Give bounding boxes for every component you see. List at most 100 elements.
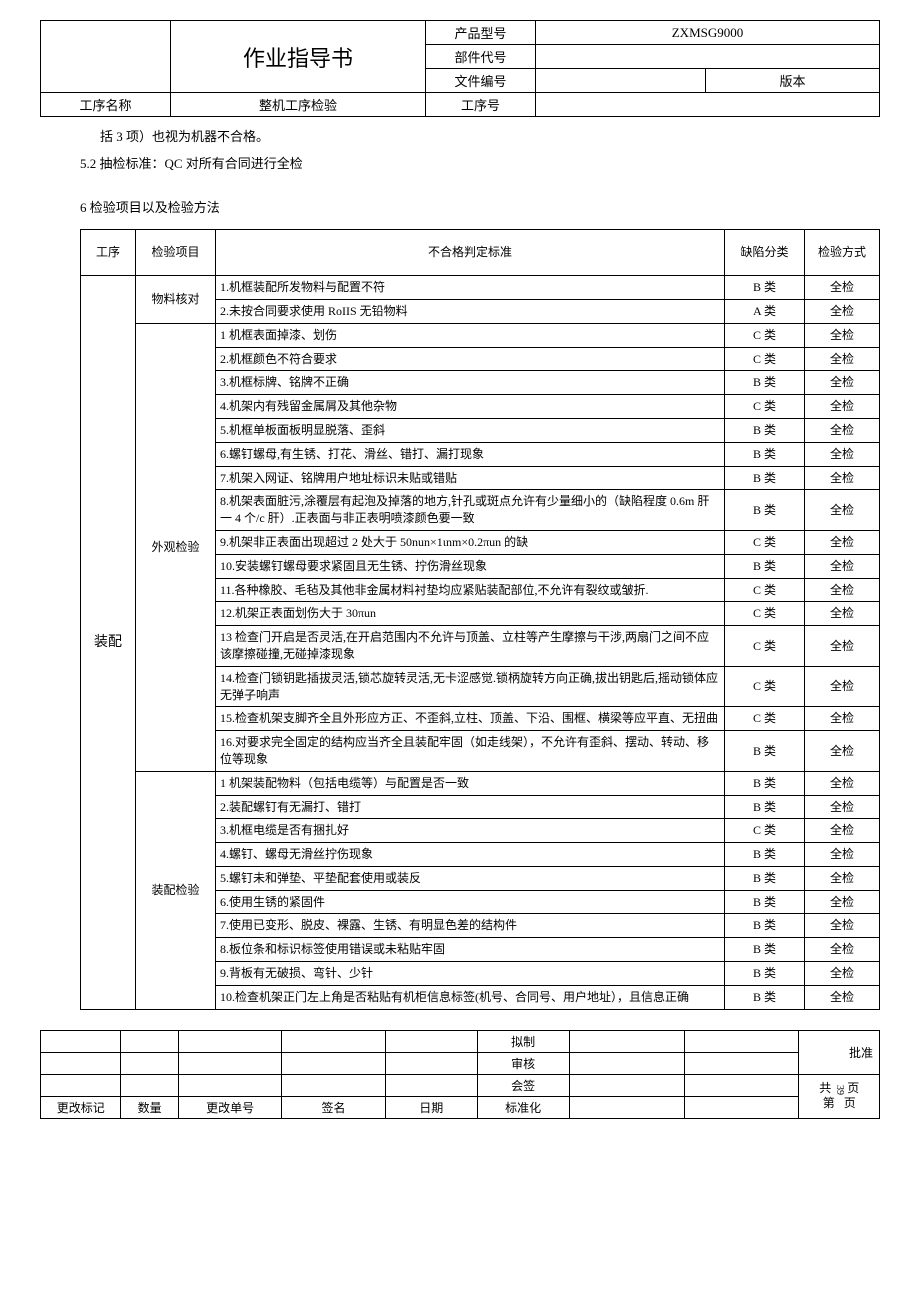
- method-cell: 全检: [805, 890, 880, 914]
- process-name-value: 整机工序检验: [171, 93, 426, 117]
- criteria-cell: 12.机架正表面划伤大于 30πun: [216, 602, 725, 626]
- defect-cell: B 类: [725, 962, 805, 986]
- body-line-2: 5.2 抽检标准：QC 对所有合同进行全检: [80, 152, 880, 175]
- criteria-cell: 1 机框表面掉漆、划伤: [216, 323, 725, 347]
- part-code-label: 部件代号: [426, 45, 536, 69]
- defect-cell: B 类: [725, 466, 805, 490]
- defect-cell: C 类: [725, 530, 805, 554]
- draft-label: 拟制: [477, 1030, 569, 1052]
- page-info: 共 39 页 第 页: [799, 1074, 880, 1118]
- criteria-cell: 3.机框电缆是否有捆扎好: [216, 819, 725, 843]
- method-cell: 全检: [805, 347, 880, 371]
- criteria-cell: 2.装配螺钉有无漏打、错打: [216, 795, 725, 819]
- section-6-heading: 6 检验项目以及检验方法: [80, 196, 880, 219]
- defect-cell: B 类: [725, 731, 805, 772]
- defect-cell: C 类: [725, 395, 805, 419]
- criteria-cell: 7.使用已变形、脱皮、裸露、生锈、有明显色差的结构件: [216, 914, 725, 938]
- item-cell: 外观检验: [136, 323, 216, 771]
- method-cell: 全检: [805, 962, 880, 986]
- defect-cell: B 类: [725, 985, 805, 1009]
- signature-label: 签名: [282, 1096, 385, 1118]
- product-model-label: 产品型号: [426, 21, 536, 45]
- product-model-value: ZXMSG9000: [536, 21, 880, 45]
- method-cell: 全检: [805, 666, 880, 707]
- criteria-cell: 16.对要求完全固定的结构应当齐全且装配牢固（如走线架），不允许有歪斜、摆动、转…: [216, 731, 725, 772]
- criteria-cell: 8.板位条和标识标签使用错误或未粘贴牢固: [216, 938, 725, 962]
- method-cell: 全检: [805, 554, 880, 578]
- body-line-1: 括 3 项）也视为机器不合格。: [100, 125, 880, 148]
- method-cell: 全检: [805, 731, 880, 772]
- cosign-label: 会签: [477, 1074, 569, 1096]
- method-cell: 全检: [805, 395, 880, 419]
- defect-cell: B 类: [725, 276, 805, 300]
- method-cell: 全检: [805, 323, 880, 347]
- standardize-label: 标准化: [477, 1096, 569, 1118]
- method-cell: 全检: [805, 418, 880, 442]
- th-process: 工序: [81, 230, 136, 276]
- footer-table: 拟制 批准 审核 会签 共 39 页 第 页 更改标记 数量 更改单号 签名 日…: [40, 1030, 880, 1119]
- process-name-label: 工序名称: [41, 93, 171, 117]
- method-cell: 全检: [805, 843, 880, 867]
- method-cell: 全检: [805, 985, 880, 1009]
- item-cell: 装配检验: [136, 771, 216, 1009]
- defect-cell: B 类: [725, 866, 805, 890]
- defect-cell: B 类: [725, 371, 805, 395]
- defect-cell: C 类: [725, 578, 805, 602]
- criteria-cell: 6.螺钉螺母,有生锈、打花、滑丝、错打、漏打现象: [216, 442, 725, 466]
- defect-cell: B 类: [725, 554, 805, 578]
- criteria-cell: 1.机框装配所发物料与配置不符: [216, 276, 725, 300]
- criteria-cell: 13 检查门开启是否灵活,在开启范围内不允许与顶盖、立柱等产生摩擦与干涉,两扇门…: [216, 626, 725, 667]
- method-cell: 全检: [805, 938, 880, 962]
- defect-cell: C 类: [725, 626, 805, 667]
- th-method: 检验方式: [805, 230, 880, 276]
- method-cell: 全检: [805, 442, 880, 466]
- method-cell: 全检: [805, 530, 880, 554]
- criteria-cell: 3.机框标牌、铭牌不正确: [216, 371, 725, 395]
- criteria-cell: 7.机架入网证、铭牌用户地址标识未贴或错贴: [216, 466, 725, 490]
- defect-cell: C 类: [725, 602, 805, 626]
- defect-cell: B 类: [725, 490, 805, 531]
- criteria-cell: 11.各种橡胶、毛毡及其他非金属材料衬垫均应紧贴装配部位,不允许有裂纹或皱折.: [216, 578, 725, 602]
- table-row: 外观检验1 机框表面掉漆、划伤C 类全检: [81, 323, 880, 347]
- method-cell: 全检: [805, 866, 880, 890]
- th-defect: 缺陷分类: [725, 230, 805, 276]
- method-cell: 全检: [805, 602, 880, 626]
- method-cell: 全检: [805, 371, 880, 395]
- defect-cell: B 类: [725, 938, 805, 962]
- header-table: 作业指导书 产品型号 ZXMSG9000 部件代号 文件编号 版本 工序名称 整…: [40, 20, 880, 117]
- th-item: 检验项目: [136, 230, 216, 276]
- defect-cell: B 类: [725, 890, 805, 914]
- method-cell: 全检: [805, 795, 880, 819]
- defect-cell: A 类: [725, 299, 805, 323]
- quantity-label: 数量: [121, 1096, 178, 1118]
- doc-number-value: [536, 69, 706, 93]
- version-label: 版本: [706, 69, 880, 93]
- method-cell: 全检: [805, 276, 880, 300]
- method-cell: 全检: [805, 626, 880, 667]
- defect-cell: C 类: [725, 323, 805, 347]
- change-mark-label: 更改标记: [41, 1096, 121, 1118]
- criteria-cell: 2.机框颜色不符合要求: [216, 347, 725, 371]
- change-number-label: 更改单号: [178, 1096, 281, 1118]
- defect-cell: B 类: [725, 418, 805, 442]
- doc-title: 作业指导书: [171, 21, 426, 93]
- th-criteria: 不合格判定标准: [216, 230, 725, 276]
- process-number-label: 工序号: [426, 93, 536, 117]
- defect-cell: B 类: [725, 442, 805, 466]
- criteria-cell: 10.安装螺钉螺母要求紧固且无生锈、拧伤滑丝现象: [216, 554, 725, 578]
- defect-cell: B 类: [725, 795, 805, 819]
- criteria-cell: 9.背板有无破损、弯针、少针: [216, 962, 725, 986]
- date-label: 日期: [385, 1096, 477, 1118]
- criteria-cell: 5.螺钉未和弹垫、平垫配套使用或装反: [216, 866, 725, 890]
- method-cell: 全检: [805, 819, 880, 843]
- criteria-cell: 8.机架表面脏污,涂覆层有起泡及掉落的地方,针孔或斑点允许有少量细小的（缺陷程度…: [216, 490, 725, 531]
- criteria-cell: 4.机架内有残留金属屑及其他杂物: [216, 395, 725, 419]
- inspection-table: 工序 检验项目 不合格判定标准 缺陷分类 检验方式 装配物料核对1.机框装配所发…: [80, 229, 880, 1010]
- criteria-cell: 14.检查门锁钥匙插拔灵活,锁芯旋转灵活,无卡涩感觉.锁柄旋转方向正确,拔出钥匙…: [216, 666, 725, 707]
- method-cell: 全检: [805, 490, 880, 531]
- defect-cell: B 类: [725, 843, 805, 867]
- criteria-cell: 15.检查机架支脚齐全且外形应方正、不歪斜,立柱、顶盖、下沿、围框、横梁等应平直…: [216, 707, 725, 731]
- defect-cell: C 类: [725, 707, 805, 731]
- defect-cell: C 类: [725, 819, 805, 843]
- criteria-cell: 9.机架非正表面出现超过 2 处大于 50nun×1ιnm×0.2πun 的缺: [216, 530, 725, 554]
